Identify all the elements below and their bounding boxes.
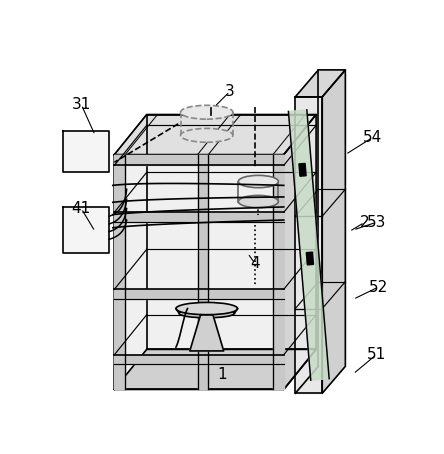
Polygon shape [115, 355, 284, 364]
Text: 53: 53 [366, 215, 386, 230]
Text: 52: 52 [369, 280, 388, 295]
Polygon shape [115, 114, 316, 154]
Text: 51: 51 [367, 347, 386, 362]
Polygon shape [115, 350, 316, 390]
Polygon shape [284, 114, 316, 390]
Ellipse shape [181, 105, 233, 119]
Polygon shape [198, 154, 208, 390]
Polygon shape [63, 132, 109, 172]
Text: 4: 4 [250, 257, 260, 271]
Polygon shape [115, 212, 284, 222]
Ellipse shape [238, 175, 278, 188]
Polygon shape [115, 154, 284, 165]
Polygon shape [306, 252, 313, 265]
Polygon shape [289, 110, 329, 380]
Polygon shape [273, 154, 284, 390]
Polygon shape [322, 70, 345, 393]
Polygon shape [115, 154, 284, 390]
Text: 3: 3 [225, 84, 235, 99]
Text: 41: 41 [71, 201, 91, 216]
Polygon shape [295, 97, 322, 393]
Ellipse shape [179, 309, 234, 318]
Polygon shape [115, 154, 125, 390]
Text: 54: 54 [363, 130, 382, 145]
Ellipse shape [176, 302, 238, 315]
Ellipse shape [181, 128, 233, 142]
Polygon shape [295, 70, 345, 97]
Polygon shape [63, 207, 109, 253]
Text: 31: 31 [71, 97, 91, 112]
Text: 2: 2 [360, 215, 369, 230]
Text: 1: 1 [218, 366, 227, 381]
Polygon shape [190, 315, 224, 351]
Polygon shape [115, 289, 284, 299]
Ellipse shape [238, 195, 278, 208]
Polygon shape [299, 163, 306, 176]
